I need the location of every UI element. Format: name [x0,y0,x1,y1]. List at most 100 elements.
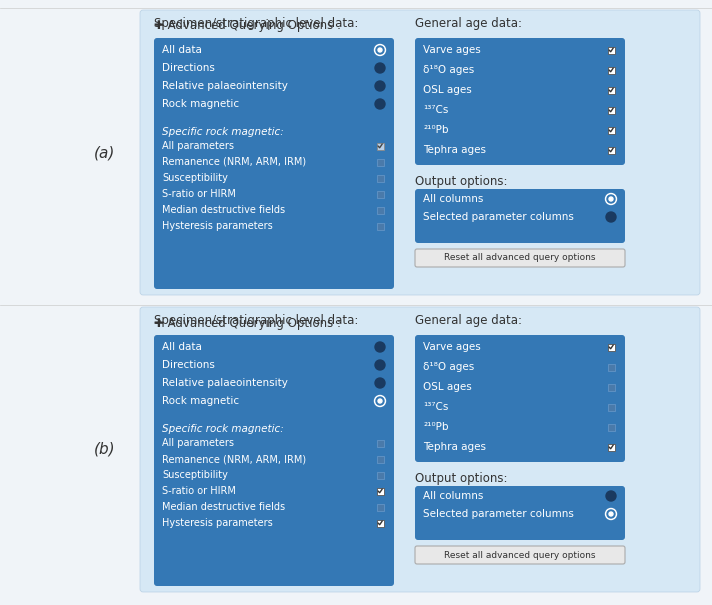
Circle shape [605,194,617,204]
Text: All parameters: All parameters [162,438,234,448]
Text: All data: All data [162,45,202,55]
Text: δ¹⁸O ages: δ¹⁸O ages [423,362,474,372]
Bar [607,424,614,431]
Text: ²¹⁰Pb: ²¹⁰Pb [423,422,449,432]
Text: Varve ages: Varve ages [423,342,481,352]
Bar [377,488,384,494]
Text: δ¹⁸O ages: δ¹⁸O ages [423,65,474,75]
Circle shape [607,510,615,518]
Text: All data: All data [162,342,202,352]
Text: Rock magnetic: Rock magnetic [162,99,239,109]
Text: Remanence (NRM, ARM, IRM): Remanence (NRM, ARM, IRM) [162,454,306,464]
Circle shape [375,45,385,56]
FancyBboxPatch shape [154,335,394,586]
Text: Specific rock magnetic:: Specific rock magnetic: [162,127,284,137]
Bar [607,364,614,370]
Circle shape [378,48,382,52]
Text: Reset all advanced query options: Reset all advanced query options [444,551,596,560]
Circle shape [375,396,385,407]
Bar [607,384,614,390]
Bar [377,223,384,229]
Bar [377,191,384,197]
Circle shape [606,212,616,222]
Text: Tephra ages: Tephra ages [423,145,486,155]
FancyBboxPatch shape [415,189,625,243]
Text: Susceptibility: Susceptibility [162,470,228,480]
Text: Susceptibility: Susceptibility [162,173,228,183]
Text: Output options:: Output options: [415,175,508,188]
Bar [377,174,384,182]
Bar [377,456,384,462]
Bar [607,87,614,94]
Text: All columns: All columns [423,491,483,501]
FancyBboxPatch shape [154,38,394,289]
Bar [607,67,614,73]
Text: Median destructive fields: Median destructive fields [162,502,285,512]
Bar [607,126,614,134]
FancyBboxPatch shape [140,307,700,592]
Text: Hysteresis parameters: Hysteresis parameters [162,518,273,528]
Circle shape [609,197,613,201]
Text: Directions: Directions [162,63,215,73]
Text: ²¹⁰Pb: ²¹⁰Pb [423,125,449,135]
FancyBboxPatch shape [415,546,625,564]
Bar [377,439,384,446]
Circle shape [609,512,613,516]
FancyBboxPatch shape [415,486,625,540]
Bar [607,344,614,350]
Text: Specimen/stratigraphic level data:: Specimen/stratigraphic level data: [154,17,358,30]
Text: S-ratio or HIRM: S-ratio or HIRM [162,189,236,199]
Circle shape [375,360,385,370]
Text: Rock magnetic: Rock magnetic [162,396,239,406]
Circle shape [607,195,615,203]
Bar [377,471,384,479]
Text: All columns: All columns [423,194,483,204]
Bar [607,106,614,114]
Text: Specific rock magnetic:: Specific rock magnetic: [162,424,284,434]
Text: Output options:: Output options: [415,472,508,485]
Text: (b): (b) [94,442,116,457]
Bar [377,159,384,166]
Text: Selected parameter columns: Selected parameter columns [423,212,574,222]
Circle shape [606,491,616,501]
Text: General age data:: General age data: [415,17,522,30]
Text: Directions: Directions [162,360,215,370]
Circle shape [376,46,384,54]
Text: OSL ages: OSL ages [423,85,472,95]
Bar [377,503,384,511]
Text: (a): (a) [94,145,115,160]
Text: Remanence (NRM, ARM, IRM): Remanence (NRM, ARM, IRM) [162,157,306,167]
Circle shape [375,99,385,109]
Bar [377,206,384,214]
Text: Varve ages: Varve ages [423,45,481,55]
Bar [607,146,614,154]
Text: Relative palaeointensity: Relative palaeointensity [162,81,288,91]
FancyBboxPatch shape [415,249,625,267]
FancyBboxPatch shape [140,10,700,295]
Circle shape [378,399,382,403]
Text: S-ratio or HIRM: S-ratio or HIRM [162,486,236,496]
Bar [607,404,614,411]
Text: Reset all advanced query options: Reset all advanced query options [444,253,596,263]
Circle shape [375,63,385,73]
Text: OSL ages: OSL ages [423,382,472,392]
Text: Hysteresis parameters: Hysteresis parameters [162,221,273,231]
Circle shape [605,508,617,520]
Circle shape [375,81,385,91]
Text: ✚ Advanced Querying Options :: ✚ Advanced Querying Options : [154,316,341,330]
Text: Selected parameter columns: Selected parameter columns [423,509,574,519]
Circle shape [375,378,385,388]
Text: ✚ Advanced Querying Options :: ✚ Advanced Querying Options : [154,19,341,33]
Bar [377,520,384,526]
Text: All parameters: All parameters [162,141,234,151]
Bar [607,443,614,451]
FancyBboxPatch shape [415,38,625,165]
Bar [607,47,614,53]
Bar [377,143,384,149]
Text: General age data:: General age data: [415,314,522,327]
Circle shape [376,397,384,405]
Text: Specimen/stratigraphic level data:: Specimen/stratigraphic level data: [154,314,358,327]
Text: Tephra ages: Tephra ages [423,442,486,452]
Text: ¹³⁷Cs: ¹³⁷Cs [423,105,449,115]
Text: ¹³⁷Cs: ¹³⁷Cs [423,402,449,412]
